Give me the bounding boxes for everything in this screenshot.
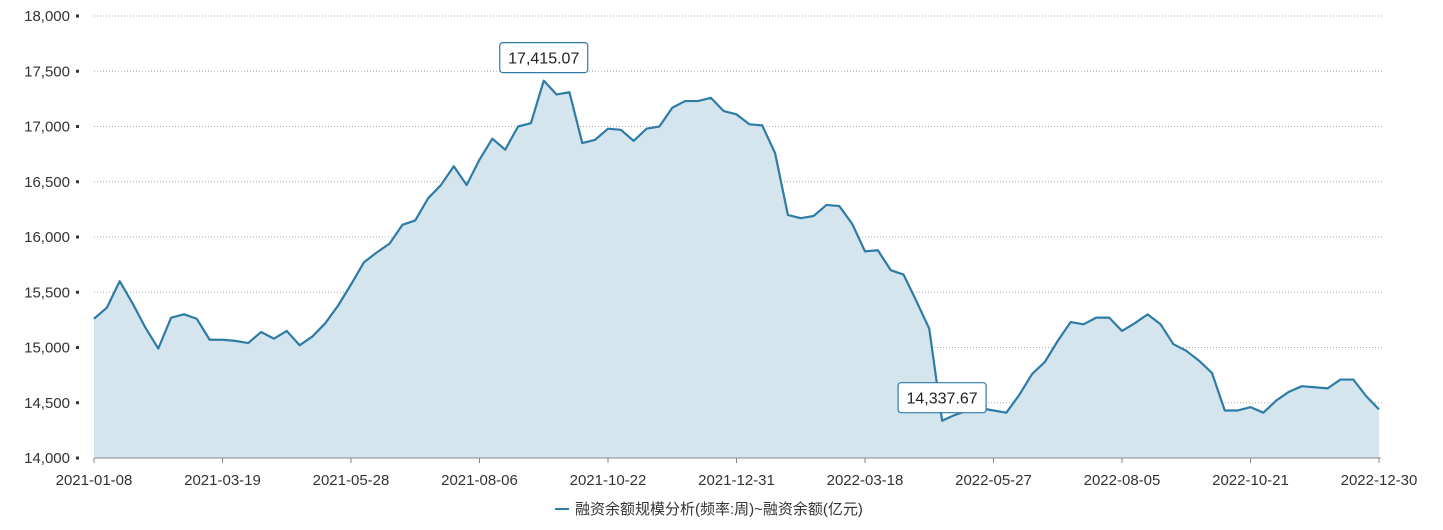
xtick-label: 2022-10-21 [1212,472,1289,489]
ytick-label: 15,500 [24,284,70,301]
ytick-label: 16,500 [24,174,70,191]
ytick-label: 17,000 [24,119,70,136]
ytick-label: 17,500 [24,63,70,80]
ytick-label: 14,500 [24,395,70,412]
callout-label: 14,337.67 [907,391,978,408]
ytick-mark [76,235,79,239]
ytick-mark [76,14,79,18]
callout-label: 17,415.07 [508,51,579,68]
callout-box [897,382,987,414]
ytick-mark [76,180,79,184]
ytick-mark [76,125,79,128]
xtick-label: 2022-03-18 [827,472,904,489]
ytick-label: 14,000 [24,450,70,467]
xtick-label: 2022-12-30 [1341,472,1418,489]
ytick-mark [76,456,79,460]
ytick-mark [76,290,79,294]
ytick-label: 15,000 [24,340,70,357]
ytick-mark [76,401,79,405]
area-fill [94,80,1379,458]
xtick-label: 2021-10-22 [570,472,647,489]
xtick-label: 2021-12-31 [698,472,775,489]
axes: 14,000 14,500 15,000 15,500 16,000 16,500 17,0… [24,8,1417,489]
callouts: 17,415.07 14,337.67 [499,42,987,414]
legend-label: 融资余额规模分析(频率:周)~融资余额(亿元) [575,500,863,518]
area-layer [93,79,1380,458]
ytick-mark [76,69,79,73]
ytick-label: 16,000 [24,229,70,246]
xtick-label: 2021-01-08 [56,472,133,489]
xtick-label: 2022-05-27 [955,472,1032,489]
legend[interactable]: 融资余额规模分析(频率:周)~融资余额(亿元) [555,500,863,518]
xtick-label: 2022-08-05 [1084,472,1161,489]
series-line [93,79,1380,422]
ytick-mark [76,346,79,349]
xtick-label: 2021-05-28 [313,472,390,489]
ytick-label: 18,000 [24,8,70,25]
callout-box [499,42,589,74]
xtick-label: 2021-03-19 [184,472,261,489]
xtick-label: 2021-08-06 [441,472,518,489]
